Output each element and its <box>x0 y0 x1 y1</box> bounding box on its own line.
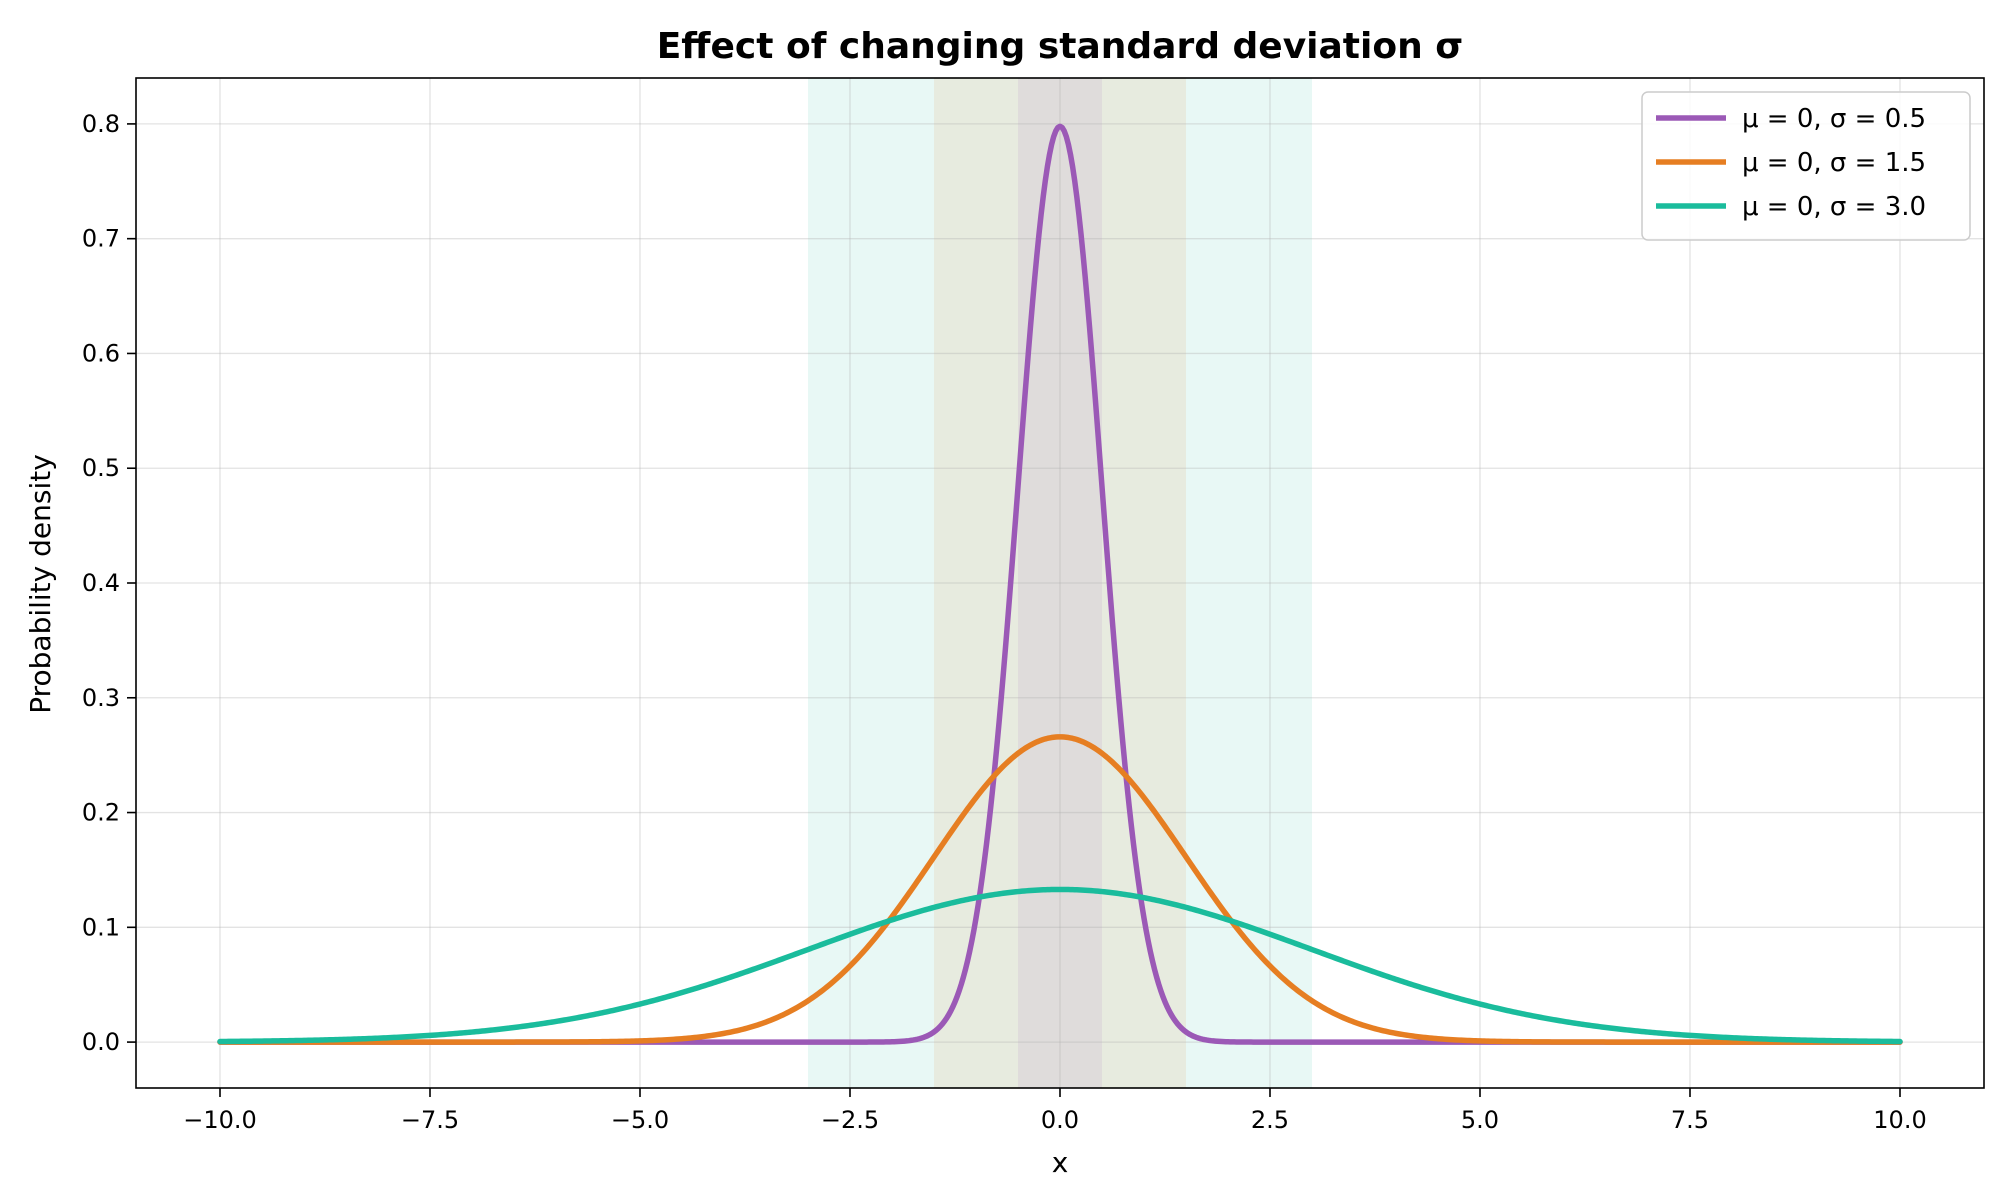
series-lines <box>217 123 1903 1045</box>
x-tick-label: −2.5 <box>821 1106 879 1134</box>
x-axis-label: x <box>1052 1146 1069 1179</box>
y-tick-label: 0.0 <box>82 1028 120 1056</box>
y-tick-label: 0.1 <box>82 913 120 941</box>
legend-label: μ = 0, σ = 1.5 <box>1742 148 1926 178</box>
axis-ticks: −10.0 −7.5 −5.0 −2.5 0.0 2.5 5.0 7.5 10.0 0.0 0.1 0… <box>82 110 1927 1134</box>
y-tick-label: 0.4 <box>82 569 120 597</box>
y-tick-label: 0.8 <box>82 110 120 138</box>
x-tick-label: 7.5 <box>1671 1106 1709 1134</box>
legend-label: μ = 0, σ = 3.0 <box>1742 192 1926 222</box>
x-tick-label: 10.0 <box>1873 1106 1926 1134</box>
y-tick-label: 0.3 <box>82 684 120 712</box>
chart-title: Effect of changing standard deviation σ <box>657 26 1464 67</box>
x-tick-label: 2.5 <box>1251 1106 1289 1134</box>
y-tick-label: 0.2 <box>82 799 120 827</box>
y-tick-label: 0.5 <box>82 454 120 482</box>
legend: μ = 0, σ = 0.5 μ = 0, σ = 1.5 μ = 0, σ = 3… <box>1641 91 1971 241</box>
x-tick-label: 5.0 <box>1461 1106 1499 1134</box>
grid <box>136 78 1984 1088</box>
y-tick-label: 0.6 <box>82 339 120 367</box>
x-tick-label: −5.0 <box>611 1106 669 1134</box>
legend-label: μ = 0, σ = 0.5 <box>1742 104 1926 134</box>
y-tick-label: 0.7 <box>82 225 120 253</box>
series-line-sigma-3 <box>217 886 1903 1045</box>
legend-box <box>1641 91 1971 241</box>
x-tick-label: −7.5 <box>401 1106 459 1134</box>
series-line-sigma-1-5 <box>217 734 1903 1045</box>
x-tick-label: 0.0 <box>1041 1106 1079 1134</box>
plot-frame <box>135 77 1985 1089</box>
sigma-band-2 <box>1018 78 1102 1088</box>
x-tick-label: −10.0 <box>183 1106 257 1134</box>
y-axis-label: Probability density <box>24 454 57 714</box>
